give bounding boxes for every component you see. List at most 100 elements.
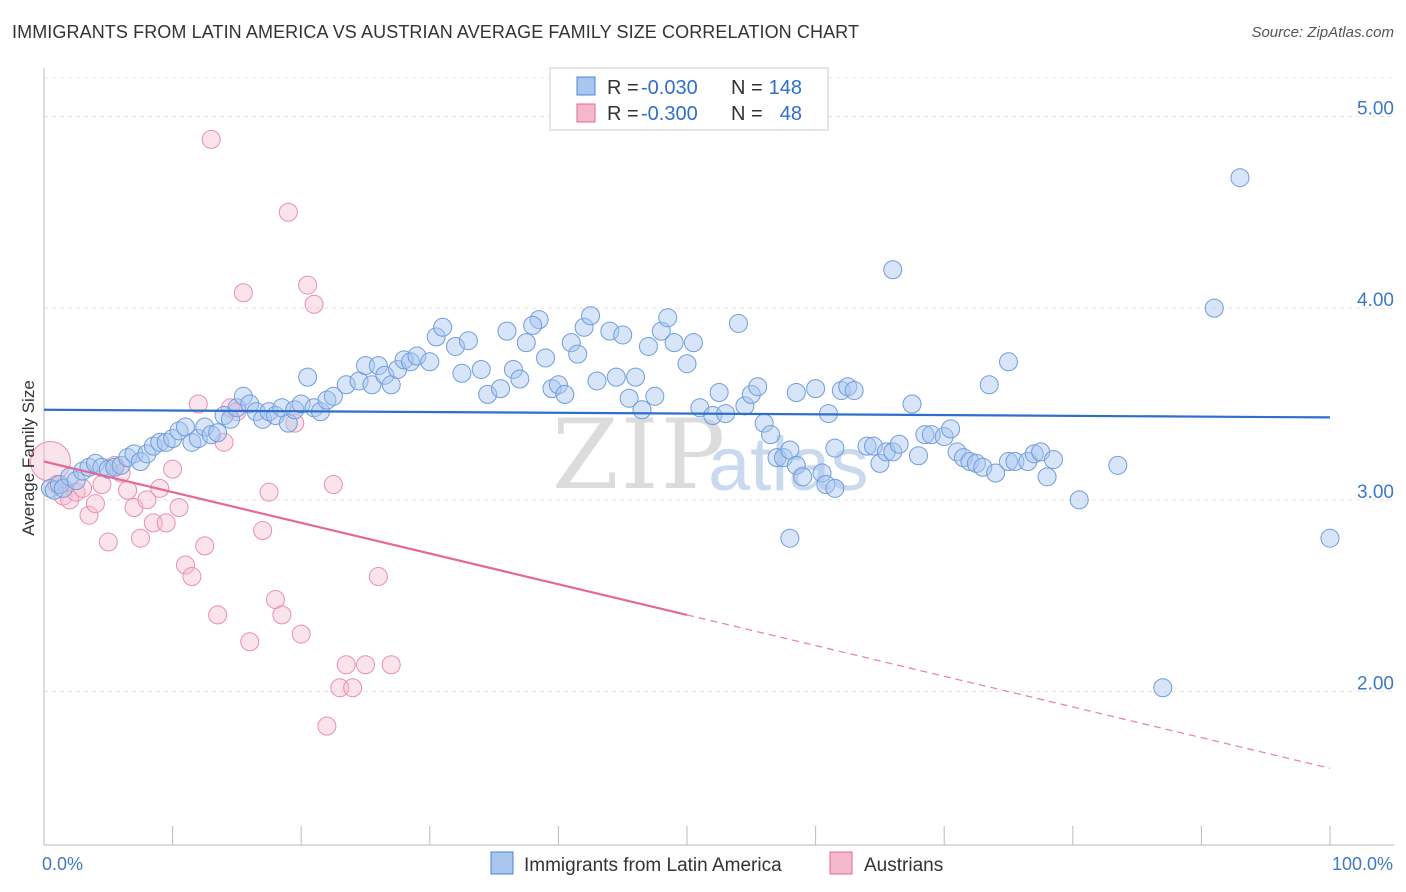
point-latin-america xyxy=(426,327,446,347)
point-austrians xyxy=(323,475,343,495)
point-austrians xyxy=(169,498,189,518)
point-latin-america xyxy=(658,308,678,328)
legend-r-value-pink: -0.300 xyxy=(641,103,698,125)
point-austrians xyxy=(259,482,279,502)
point-austrians xyxy=(156,513,176,533)
point-latin-america xyxy=(806,379,826,399)
chart-source: Source: ZipAtlas.com xyxy=(1251,24,1394,41)
point-latin-america xyxy=(728,313,748,333)
point-latin-america xyxy=(786,382,806,402)
point-austrians xyxy=(298,275,318,295)
point-latin-america xyxy=(883,442,903,462)
point-latin-america xyxy=(555,384,575,404)
point-latin-america xyxy=(195,417,215,437)
point-latin-america xyxy=(1069,490,1089,510)
point-latin-america xyxy=(458,331,478,351)
bottom-legend: Immigrants from Latin America Austrians xyxy=(490,851,943,876)
point-austrians xyxy=(233,283,253,303)
point-latin-america xyxy=(786,455,806,475)
legend-r-label-pink: R = xyxy=(607,103,639,125)
point-latin-america xyxy=(825,478,845,498)
bottom-legend-swatch-blue xyxy=(490,851,514,875)
point-latin-america xyxy=(638,336,658,356)
point-latin-america xyxy=(1024,444,1044,464)
legend-r-value-blue: -0.030 xyxy=(641,77,698,99)
legend-box xyxy=(549,67,829,131)
point-latin-america xyxy=(548,375,568,395)
y-axis-label: Average Family Size xyxy=(19,380,38,536)
point-latin-america xyxy=(536,348,556,368)
point-latin-america xyxy=(446,336,466,356)
point-latin-america xyxy=(748,377,768,397)
point-latin-america xyxy=(645,386,665,406)
point-austrians xyxy=(60,490,80,510)
point-latin-america xyxy=(368,356,388,376)
point-latin-america xyxy=(1044,450,1064,470)
point-latin-america xyxy=(208,423,228,443)
point-austrians xyxy=(208,605,228,625)
point-austrians xyxy=(130,528,150,548)
chart-title: IMMIGRANTS FROM LATIN AMERICA VS AUSTRIA… xyxy=(12,22,860,42)
point-latin-america xyxy=(902,394,922,414)
point-austrians xyxy=(278,202,298,222)
trend-line-austrians-extension xyxy=(686,614,1331,769)
point-austrians xyxy=(317,716,337,736)
point-latin-america xyxy=(188,428,208,448)
point-austrians xyxy=(272,605,292,625)
point-austrians xyxy=(195,536,215,556)
x-tick-label-min: 0.0% xyxy=(42,854,83,874)
point-latin-america xyxy=(934,427,954,447)
point-latin-america xyxy=(510,369,530,389)
trend-lines xyxy=(43,408,1331,769)
legend: R = -0.030 N = 148 R = -0.300 N = 48 xyxy=(549,67,829,131)
point-latin-america xyxy=(941,419,961,439)
point-latin-america xyxy=(626,367,646,387)
point-latin-america xyxy=(130,452,150,471)
point-latin-america xyxy=(606,367,626,387)
point-latin-america xyxy=(420,352,440,372)
axes xyxy=(43,68,1394,846)
point-latin-america xyxy=(574,317,594,337)
point-latin-america xyxy=(1204,298,1224,318)
point-latin-america xyxy=(137,444,157,464)
point-latin-america xyxy=(150,432,170,452)
point-latin-america xyxy=(960,452,980,471)
x-tick-label-max: 100.0% xyxy=(1332,854,1393,874)
point-latin-america xyxy=(812,463,832,483)
point-latin-america xyxy=(497,321,517,341)
point-latin-america xyxy=(973,457,993,477)
point-latin-america xyxy=(632,400,652,420)
legend-n-value-blue: 148 xyxy=(769,77,802,99)
y-tick-label-3.00: 3.00 xyxy=(1357,482,1394,503)
point-latin-america xyxy=(664,333,684,353)
point-latin-america xyxy=(201,425,221,445)
point-latin-america xyxy=(986,463,1006,483)
point-latin-america xyxy=(478,384,498,404)
y-tick-label-2.00: 2.00 xyxy=(1357,674,1394,695)
point-latin-america xyxy=(761,425,781,445)
point-latin-america xyxy=(471,359,491,379)
watermark-atlas: atlas xyxy=(708,422,869,507)
point-latin-america xyxy=(452,363,472,383)
point-austrians xyxy=(240,632,260,652)
point-latin-america xyxy=(613,325,633,345)
point-latin-america xyxy=(857,436,877,456)
point-austrians xyxy=(336,655,356,675)
point-latin-america xyxy=(516,333,536,353)
point-latin-america xyxy=(600,321,620,341)
point-latin-america xyxy=(291,394,311,414)
point-austrians xyxy=(182,567,202,587)
point-latin-america xyxy=(709,382,729,402)
point-latin-america xyxy=(915,425,935,445)
point-latin-america xyxy=(362,375,382,395)
trend-line-austrians xyxy=(43,460,688,616)
point-latin-america xyxy=(1037,467,1057,487)
point-austrians xyxy=(79,505,99,525)
point-latin-america xyxy=(1153,678,1173,698)
point-latin-america xyxy=(581,306,601,326)
point-austrians xyxy=(98,532,118,552)
point-latin-america xyxy=(503,359,523,379)
point-latin-america xyxy=(336,375,356,395)
point-latin-america xyxy=(999,452,1018,471)
